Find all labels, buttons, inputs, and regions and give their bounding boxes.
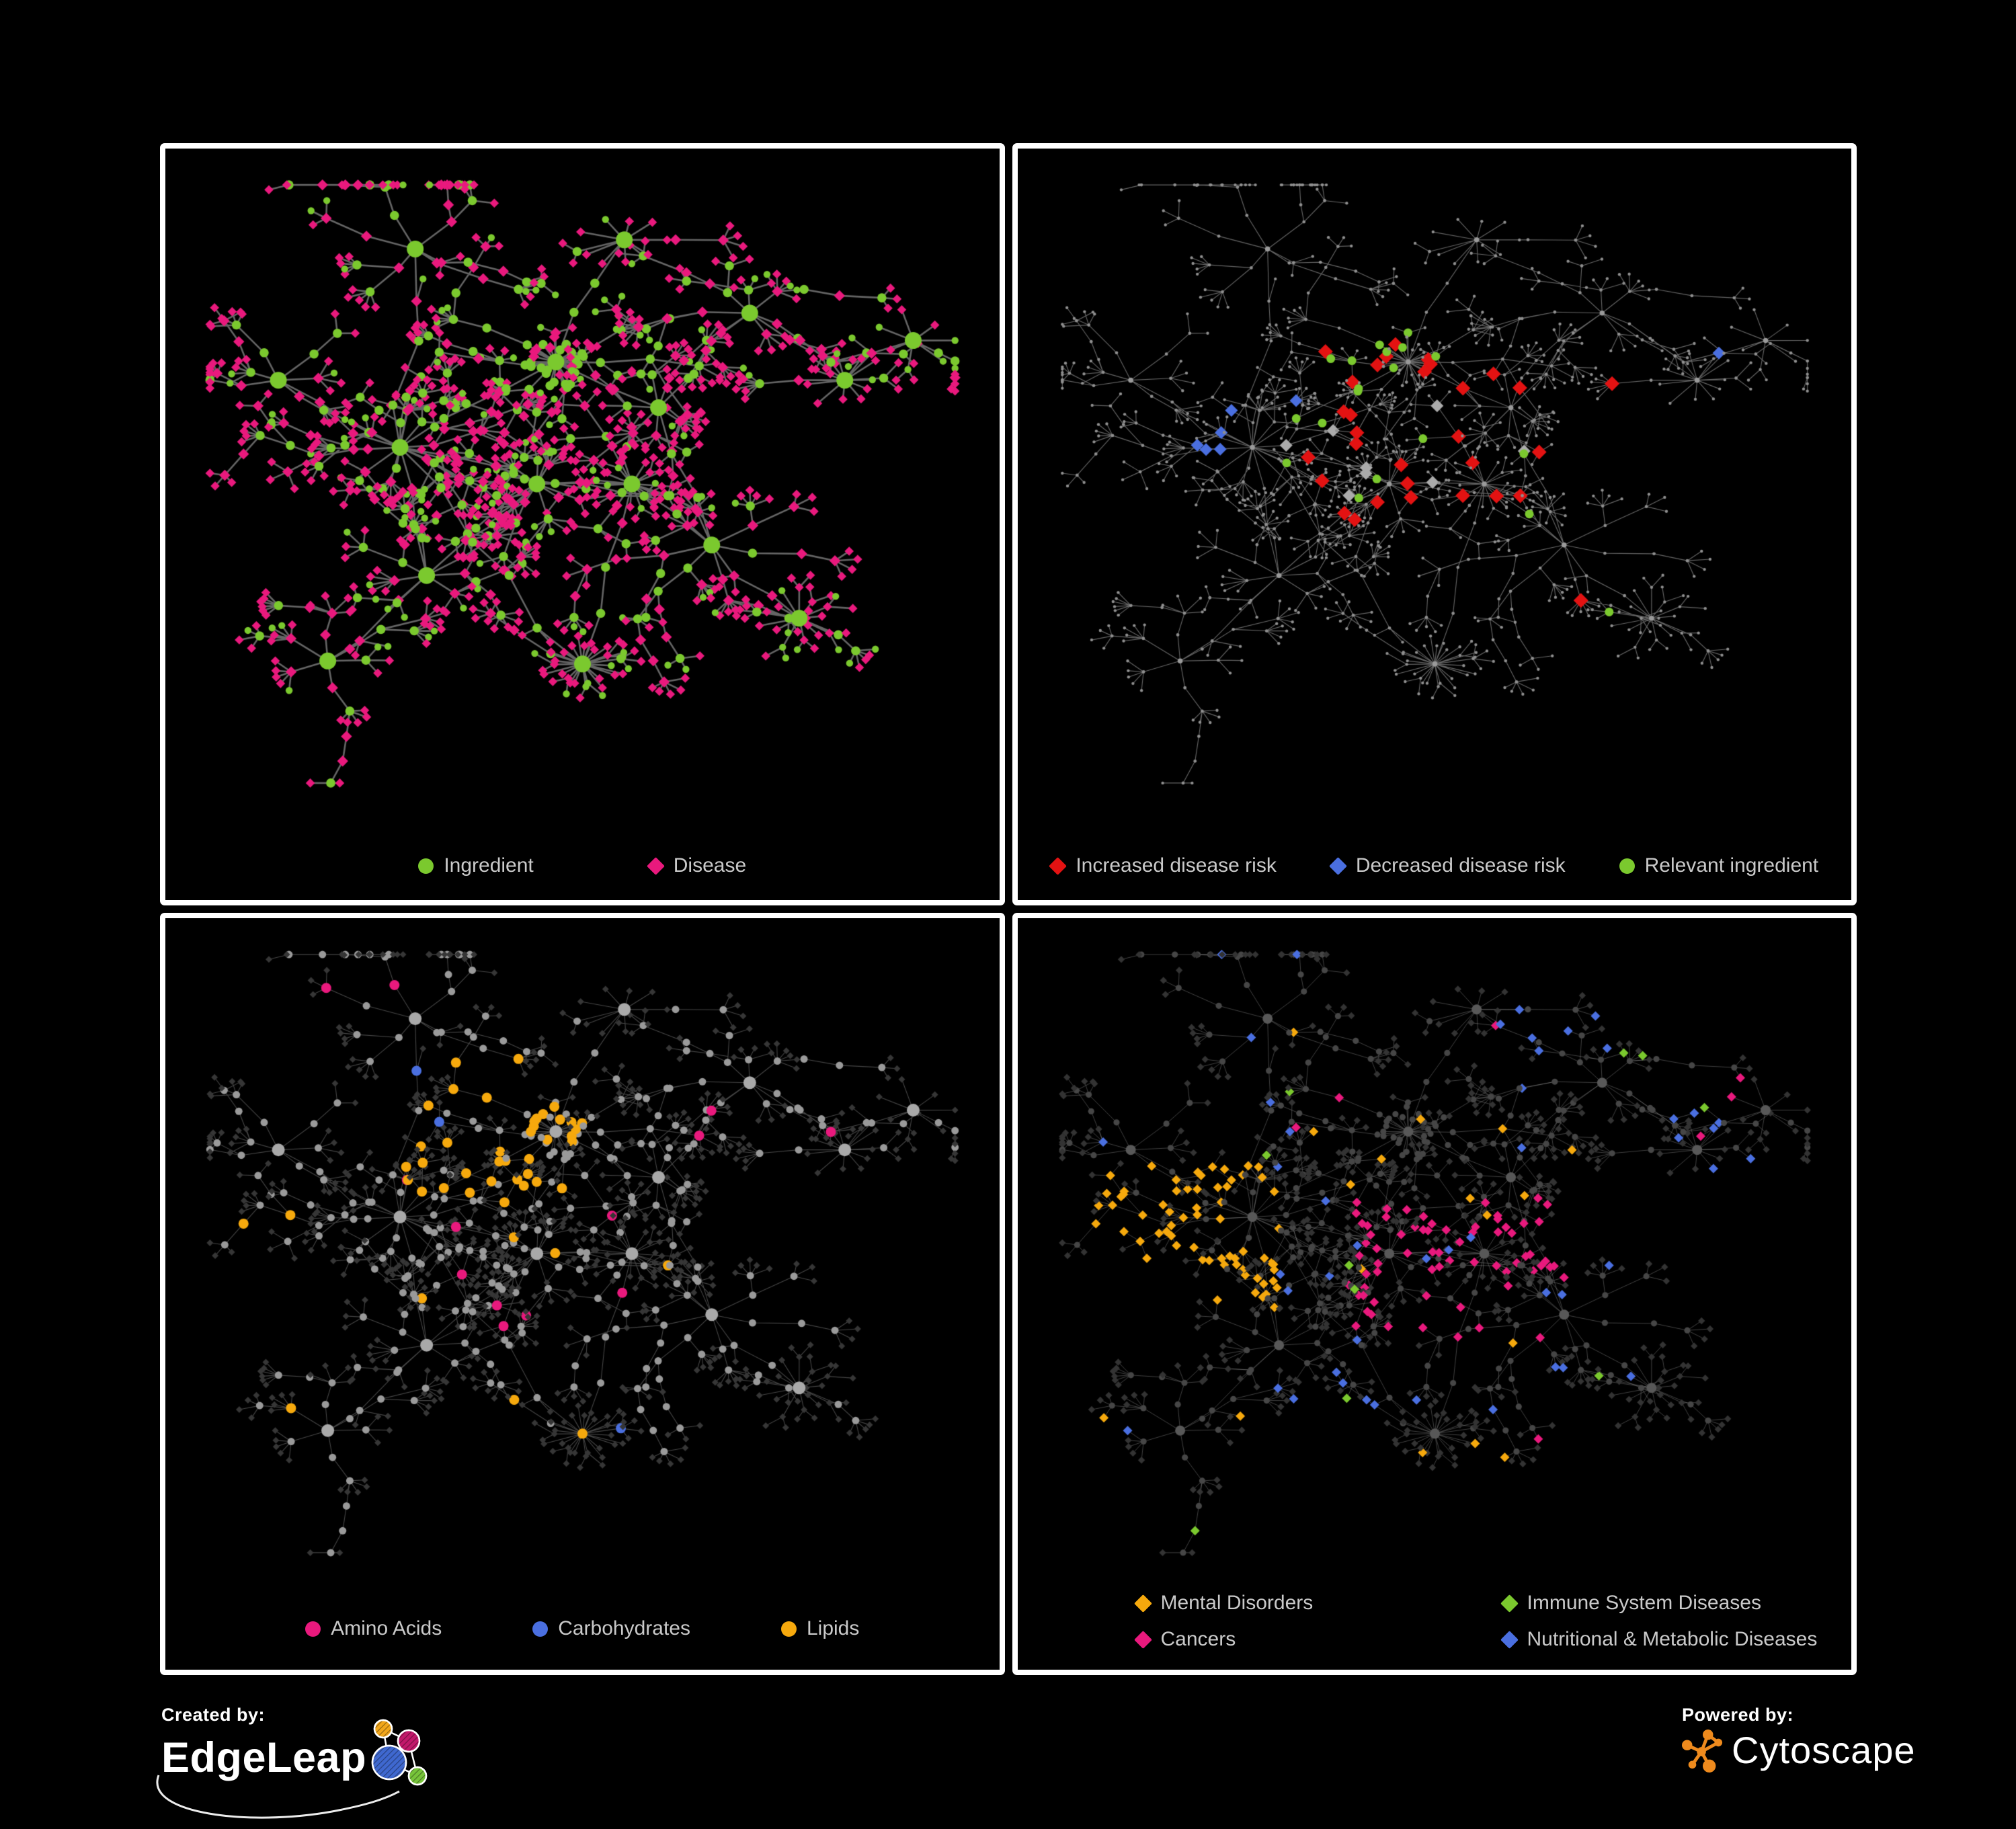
legend-marker-diamond-icon <box>1328 856 1347 875</box>
legend-label: Cancers <box>1160 1628 1236 1650</box>
legend-item: Relevant ingredient <box>1619 854 1819 877</box>
panel-3-legend: Amino Acids Carbohydrates Lipids <box>165 1617 1000 1640</box>
legend-marker-diamond-icon <box>1133 1630 1152 1649</box>
panel-2-disease-risk: Increased disease risk Decreased disease … <box>1012 143 1857 905</box>
legend-marker-diamond-icon <box>1500 1630 1519 1649</box>
legend-marker-circle-icon <box>532 1621 549 1637</box>
edgeleap-logo-row: EdgeLeap <box>156 1719 471 1819</box>
legend-item: Increased disease risk <box>1049 854 1277 877</box>
legend-item: Amino Acids <box>305 1617 442 1640</box>
legend-marker-circle-icon <box>305 1621 321 1637</box>
legend-label: Decreased disease risk <box>1355 854 1566 877</box>
panel-4-legend: Mental Disorders Immune System Diseases Ca… <box>1133 1592 1818 1651</box>
legend-marker-diamond-icon <box>1500 1594 1519 1613</box>
legend-item: Disease <box>646 854 747 877</box>
edgeleap-branding: Created by: EdgeLeap <box>156 1705 471 1819</box>
panel-grid: Ingredient Disease Increased disease risk… <box>160 143 1857 1675</box>
network-canvas-1 <box>165 149 1000 900</box>
legend-label: Relevant ingredient <box>1644 854 1819 877</box>
panel-4-disease-categories: Mental Disorders Immune System Diseases Ca… <box>1012 913 1857 1675</box>
legend-item: Carbohydrates <box>532 1617 690 1640</box>
legend-label: Increased disease risk <box>1076 854 1277 877</box>
legend-label: Nutritional & Metabolic Diseases <box>1527 1628 1818 1650</box>
legend-label: Ingredient <box>444 854 534 877</box>
legend-item: Nutritional & Metabolic Diseases <box>1500 1628 1818 1651</box>
powered-by-label: Powered by: <box>1682 1705 1794 1725</box>
cytoscape-branding: Powered by: <box>1682 1705 1964 1773</box>
legend-label: Immune System Diseases <box>1527 1592 1761 1614</box>
legend-label: Lipids <box>806 1617 860 1639</box>
legend-marker-circle-icon <box>1619 858 1635 874</box>
network-canvas-2 <box>1017 149 1852 900</box>
network-canvas-3 <box>165 918 1000 1670</box>
panel-1-ingredient-disease: Ingredient Disease <box>160 143 1005 905</box>
cytoscape-wordmark: Cytoscape <box>1732 1729 1916 1771</box>
edgeleap-network-icon <box>371 1719 428 1786</box>
panel-2-legend: Increased disease risk Decreased disease … <box>1018 854 1852 877</box>
cytoscape-logo-icon <box>1682 1730 1723 1773</box>
network-canvas-4 <box>1017 918 1852 1670</box>
legend-item: Lipids <box>780 1617 860 1640</box>
legend-label: Carbohydrates <box>558 1617 690 1639</box>
legend-marker-diamond-icon <box>646 856 665 875</box>
legend-marker-circle-icon <box>780 1621 797 1637</box>
panel-3-macronutrients: Amino Acids Carbohydrates Lipids <box>160 913 1005 1675</box>
legend-item: Ingredient <box>418 854 534 877</box>
legend-label: Amino Acids <box>331 1617 442 1639</box>
legend-item: Immune System Diseases <box>1500 1592 1818 1615</box>
legend-marker-circle-icon <box>418 858 434 874</box>
legend-label: Mental Disorders <box>1160 1592 1314 1614</box>
legend-marker-diamond-icon <box>1133 1594 1152 1613</box>
created-by-label: Created by: <box>161 1705 266 1725</box>
legend-label: Disease <box>673 854 747 877</box>
edgeleap-wordmark: EdgeLeap <box>161 1734 367 1781</box>
legend-item: Cancers <box>1133 1628 1502 1651</box>
panel-1-legend: Ingredient Disease <box>165 854 1000 877</box>
legend-marker-diamond-icon <box>1049 856 1067 875</box>
legend-item: Mental Disorders <box>1133 1592 1502 1615</box>
cytoscape-logo-row: Cytoscape <box>1682 1728 1964 1773</box>
legend-item: Decreased disease risk <box>1328 854 1566 877</box>
